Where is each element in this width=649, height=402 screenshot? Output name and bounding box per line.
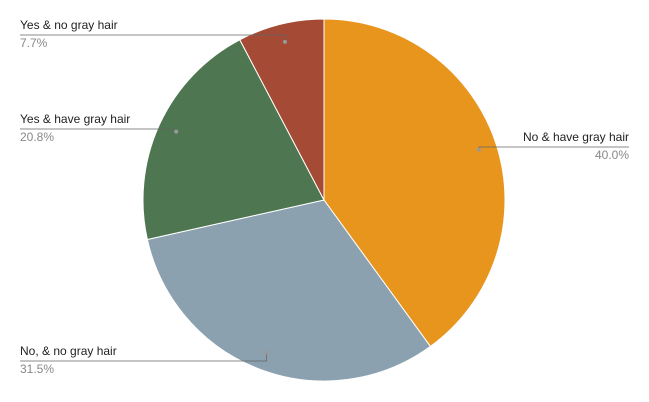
pie-slice xyxy=(146,199,432,382)
slice-value-label: 20.8% xyxy=(20,130,54,144)
slice-label: No & have gray hair xyxy=(523,130,629,144)
slice-value-label: 31.5% xyxy=(20,362,54,376)
slice-value-label: 7.7% xyxy=(20,36,48,50)
leader-line xyxy=(20,352,267,362)
pie-slice xyxy=(142,39,325,241)
leader-dot xyxy=(476,147,481,152)
slice-label: Yes & have gray hair xyxy=(20,112,130,126)
slice-label: No, & no gray hair xyxy=(20,344,117,358)
slice-value-label: 40.0% xyxy=(595,148,629,162)
leader-dot xyxy=(282,39,287,44)
pie-slice xyxy=(239,18,325,201)
leader-line xyxy=(20,34,286,42)
slice-label: Yes & no gray hair xyxy=(20,18,118,32)
leader-dot xyxy=(174,129,179,134)
pie-slice xyxy=(323,18,506,348)
leader-dot xyxy=(264,350,269,355)
